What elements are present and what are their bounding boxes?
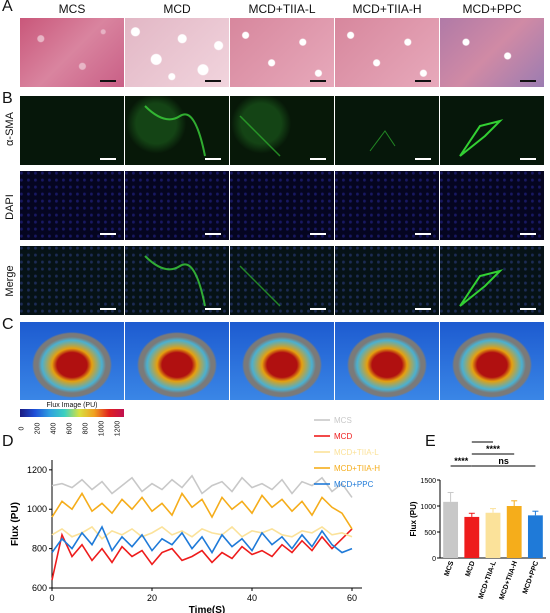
y-axis-label: Flux (PU) [410,501,418,536]
he-image-mcs [20,18,124,87]
asma-image-tiia-h [335,96,439,165]
column-header-mcs: MCS [58,2,86,16]
series-line [51,491,353,530]
panel-label-c: C [2,316,14,333]
merge-image-tiia-h [335,246,439,315]
x-tick-label: MCD+TIIA-L [478,560,498,601]
merge-image-tiia-l [230,246,334,315]
x-tick-label: 20 [147,593,157,603]
sig-label: ns [498,456,509,466]
legend-label: MCD+TIIA-H [334,464,380,473]
asma-vessel-ppc [459,119,504,157]
column-header-mcd: MCD [163,2,191,16]
y-axis-label: Flux (PU) [10,502,21,546]
series-line [51,528,353,581]
merge-image-ppc [440,246,544,315]
panel-label-a: A [2,0,13,15]
bar [443,501,459,558]
column-header-tiia-h: MCD+TIIA-H [352,2,422,16]
x-tick-label: MCS [444,560,456,577]
series-line [51,525,353,555]
flux-scale-bar [20,409,124,417]
column-header-tiia-l: MCD+TIIA-L [248,2,316,16]
y-tick-label: 1200 [27,465,47,475]
flux-image-tiia-l [230,322,334,400]
he-image-tiia-l [230,18,334,87]
flux-image-tiia-h [335,322,439,400]
sig-label: **** [486,444,501,454]
asma-fiber-mcd [144,105,206,157]
legend-label: MCD [334,432,352,441]
asma-image-mcd [125,96,229,165]
x-tick-label: MCD+PPC [522,560,540,595]
x-tick-label: 0 [49,593,54,603]
row-label-merge: Merge [4,265,16,297]
y-tick-label: 1500 [420,478,436,485]
bar [485,512,501,558]
bar [464,516,480,558]
x-tick-label: MCD+TIIA-H [499,560,519,601]
series-line [51,525,353,540]
flux-line-chart: 600 800 1000 1200 0 20 40 60 Time(S) Flux (PU) MCS… [10,416,380,613]
merge-image-mcs [20,246,124,315]
flux-scale: Flux Image (PU) 0 200 400 600 800 1000 1… [18,402,124,441]
asma-image-ppc [440,96,544,165]
he-image-tiia-h [335,18,439,87]
merge-fiber-mcd [144,255,206,307]
column-header-ppc: MCD+PPC [462,2,522,16]
x-tick-label: MCD [465,560,477,577]
y-tick-label: 800 [32,544,47,554]
legend-label: MCS [334,416,352,425]
series-line [51,474,353,498]
legend-label: MCD+TIIA-L [334,448,379,457]
panel-label-d: D [2,433,14,450]
y-tick-label: 1000 [420,504,436,511]
flux-image-mcd [125,322,229,400]
dapi-image-tiia-h [335,171,439,240]
x-tick-label: 40 [247,593,257,603]
y-tick-label: 600 [32,583,47,593]
panel-label-b: B [2,90,13,107]
flux-image-ppc [440,322,544,400]
dapi-image-ppc [440,171,544,240]
asma-fiber-tiia-l [239,115,281,157]
dapi-image-tiia-l [230,171,334,240]
dapi-image-mcs [20,171,124,240]
flux-image-mcs [20,322,124,400]
asma-image-mcs [20,96,124,165]
flux-scale-title: Flux Image (PU) [46,402,98,409]
bar [527,515,543,558]
he-image-ppc [440,18,544,87]
y-tick-label: 0 [432,556,436,563]
legend-label: MCD+PPC [334,480,374,489]
sig-label: **** [454,456,469,466]
asma-fiber-tiia-h [369,130,396,152]
dapi-image-mcd [125,171,229,240]
asma-image-tiia-l [230,96,334,165]
x-tick-label: 60 [347,593,357,603]
y-tick-label: 1000 [27,504,47,514]
x-axis-label: Time(S) [189,605,226,613]
merge-fiber-tiia-l [239,265,281,307]
merge-image-mcd [125,246,229,315]
bar [506,506,522,558]
sig-label: **** [475,440,490,442]
merge-vessel-ppc [459,269,504,307]
row-label-dapi: DAPI [4,194,16,220]
y-tick-label: 500 [424,530,436,537]
row-label-asma: α-SMA [4,112,16,146]
he-image-mcd [125,18,229,87]
panel-label-e: E [425,433,436,450]
